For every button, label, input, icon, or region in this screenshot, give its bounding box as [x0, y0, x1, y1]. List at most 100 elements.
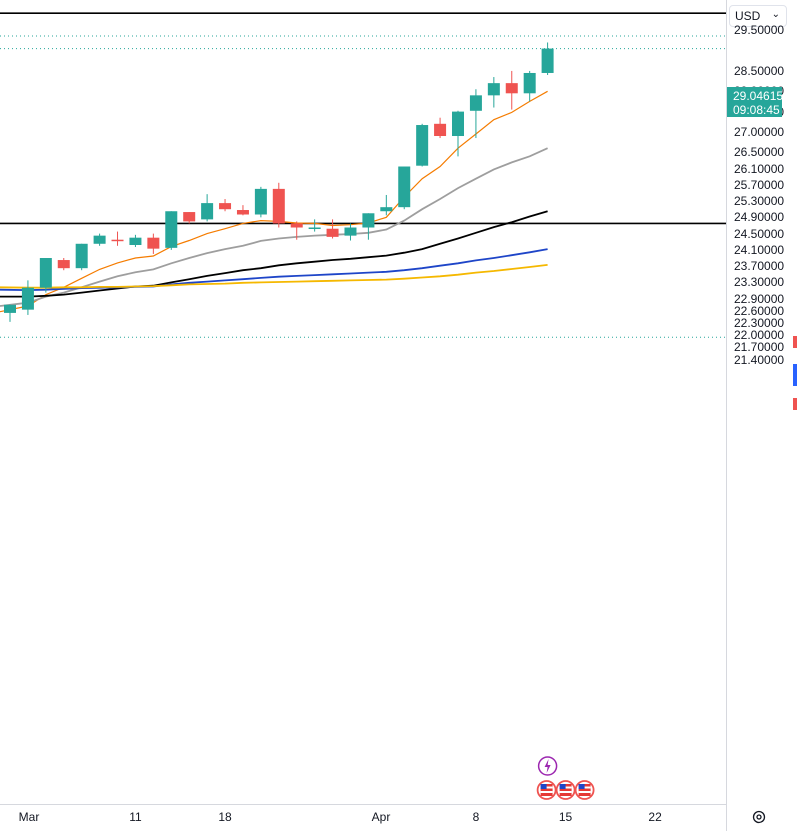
candle: [344, 223, 357, 241]
candle: [21, 280, 34, 315]
candle-body: [147, 237, 160, 249]
candle-body: [236, 210, 249, 215]
us-flag-icon: [536, 780, 557, 800]
last-price-badge: 29.04615 09:08:45: [727, 87, 784, 117]
price-tick-label: 22.30000: [734, 316, 785, 331]
candle-body: [326, 228, 339, 237]
price-tick-label: 25.30000: [734, 194, 785, 209]
candle-body: [523, 72, 536, 94]
candle: [129, 234, 142, 248]
price-tick-label: 24.10000: [734, 242, 785, 257]
price-tick-label: 29.50000: [734, 23, 785, 38]
candle: [308, 219, 321, 232]
candle-body: [398, 166, 411, 208]
candle-body: [362, 213, 375, 228]
us-flag-icon-canton: [578, 784, 585, 789]
us-flag-icon-canton: [559, 784, 566, 789]
us-flag-icon-canton: [540, 784, 547, 789]
candle: [505, 70, 518, 110]
candle: [201, 194, 214, 222]
side-markers: [793, 336, 797, 410]
candle: [362, 213, 375, 240]
lightning-icon-bolt: [544, 759, 551, 773]
candle-body: [469, 95, 482, 111]
chevron-down-icon: ⌄: [771, 9, 780, 20]
candle-body: [57, 260, 70, 269]
candle-body: [75, 243, 88, 269]
us-flag-icon: [574, 780, 595, 800]
candle-body: [290, 223, 303, 228]
candle: [398, 166, 411, 210]
candle: [39, 258, 52, 293]
candle: [434, 117, 447, 139]
time-tick-label: Mar: [18, 810, 40, 824]
candle: [4, 304, 16, 322]
side-marker: [793, 398, 797, 410]
price-tick-label: 26.10000: [734, 161, 785, 176]
candle: [75, 243, 88, 271]
candle: [272, 182, 285, 228]
candle-body: [93, 235, 106, 244]
candle-body: [380, 207, 393, 212]
candle: [111, 231, 124, 246]
us-flag-icon-stripe: [578, 791, 591, 793]
candle-body: [308, 227, 321, 230]
time-tick-label: 11: [129, 810, 142, 824]
candle: [57, 258, 70, 271]
candle-body: [21, 287, 34, 310]
price-tick-label: 24.50000: [734, 226, 785, 241]
candle: [236, 205, 249, 216]
candle: [183, 212, 196, 224]
price-tick-label: 22.00000: [734, 328, 785, 343]
candle: [523, 70, 536, 102]
time-tick-label: Apr: [371, 810, 391, 824]
candle: [452, 110, 464, 157]
reference-lines: [0, 12, 726, 338]
candle-body: [344, 227, 357, 236]
time-tick-label: 18: [218, 810, 232, 824]
candle-body: [416, 125, 429, 166]
last-price-value: 29.04615: [733, 89, 784, 103]
us-flag-icon: [555, 780, 576, 800]
candle-body: [487, 83, 500, 96]
candle-body: [505, 83, 518, 94]
price-tick-label: 26.50000: [734, 145, 785, 160]
price-tick-label: 22.60000: [734, 303, 785, 318]
candle-body: [111, 239, 124, 242]
candle-body: [165, 211, 178, 248]
price-tick-label: 21.70000: [734, 340, 785, 355]
candle-body: [434, 123, 447, 137]
candle: [326, 219, 339, 239]
gear-icon[interactable]: [751, 809, 767, 825]
candle: [147, 233, 160, 254]
lightning-icon: [537, 756, 558, 776]
time-tick-label: 8: [472, 810, 480, 824]
candle-body: [219, 203, 232, 210]
ma-line-2: [0, 147, 548, 307]
event-markers: [536, 756, 595, 800]
candle: [469, 89, 482, 139]
candle: [487, 77, 500, 108]
side-marker: [793, 364, 797, 386]
ma-line-5: [0, 264, 548, 289]
price-tick-label: 27.00000: [734, 124, 785, 139]
candle: [380, 194, 393, 216]
price-tick-label: 23.30000: [734, 275, 785, 290]
ma-line-3: [0, 210, 548, 298]
candle: [219, 199, 232, 212]
candle: [541, 42, 554, 76]
candlesticks: [4, 42, 554, 322]
side-marker: [793, 336, 797, 348]
candle: [165, 211, 178, 250]
candle-body: [39, 258, 52, 288]
price-tick-label: 25.70000: [734, 177, 785, 192]
bar-countdown: 09:08:45: [733, 103, 780, 117]
price-tick-label: 28.50000: [734, 63, 785, 78]
currency-label: USD: [735, 9, 761, 23]
candle: [93, 233, 106, 246]
price-tick-label: 21.40000: [734, 352, 785, 367]
us-flag-icon-stripe: [559, 791, 572, 793]
candle-body: [4, 304, 16, 313]
currency-selector[interactable]: USD ⌄: [729, 5, 787, 27]
